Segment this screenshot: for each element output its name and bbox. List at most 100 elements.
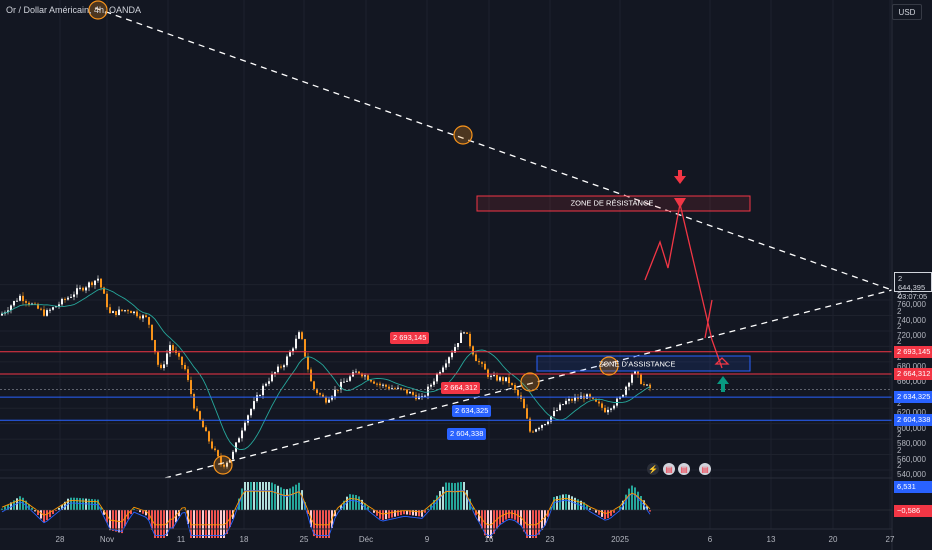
candle-body [646, 384, 648, 386]
currency-button[interactable]: USD [892, 4, 922, 20]
candle-body [223, 464, 225, 467]
candle-body [154, 339, 156, 353]
candle-body [457, 342, 459, 348]
oscillator-bar [445, 482, 447, 510]
oscillator-bar [646, 506, 648, 510]
candle-body [544, 424, 546, 426]
oscillator-bar [355, 495, 357, 510]
candle-body [634, 371, 636, 375]
candle-body [196, 408, 198, 412]
candle-body [130, 310, 132, 314]
candle-body [499, 377, 501, 381]
oscillator-bar [526, 510, 528, 538]
candle-body [565, 400, 567, 405]
candle-body [187, 369, 189, 381]
candle-body [535, 429, 537, 432]
oscillator-bar [103, 510, 105, 515]
candle-body [466, 332, 468, 334]
oscillator-bar [463, 482, 465, 510]
symbol-title[interactable]: Or / Dollar Américain, 4h, OANDA [6, 5, 142, 15]
oscillator-bar [547, 510, 549, 517]
candle-body [433, 381, 435, 385]
candle-body [208, 431, 210, 442]
oscillator-bar [517, 510, 519, 523]
candle-body [43, 309, 45, 316]
oscillator-bar [223, 510, 225, 538]
candle-body [310, 369, 312, 382]
candle-body [364, 375, 366, 377]
oscillator-bar [211, 510, 213, 538]
candle-body [37, 303, 39, 309]
candle-body [46, 310, 48, 316]
candle-body [289, 351, 291, 357]
oscillator-bar [388, 510, 390, 519]
oscillator-bar [430, 504, 432, 510]
oscillator-bar [535, 510, 537, 538]
oscillator-bar [472, 507, 474, 510]
us-flag-event-icon[interactable]: ▤ [699, 463, 711, 475]
candle-body [199, 411, 201, 420]
oscillator-bar [82, 498, 84, 510]
candle-body [109, 307, 111, 313]
lightning-event-icon[interactable]: ⚡ [647, 463, 659, 475]
candle-body [100, 278, 102, 288]
oscillator-bar [364, 503, 366, 510]
candle-body [481, 362, 483, 364]
oscillator-bar [208, 510, 210, 538]
candle-body [205, 427, 207, 432]
candle-body [613, 405, 615, 409]
candle-body [67, 297, 69, 300]
candle-body [640, 374, 642, 385]
candle-body [238, 438, 240, 443]
moving-average-line [1, 288, 651, 450]
oscillator-bar [307, 510, 309, 514]
us-flag-event-icon[interactable]: ▤ [663, 463, 675, 475]
candle-body [277, 366, 279, 373]
candle-body [325, 397, 327, 403]
candle-body [334, 389, 336, 397]
oscillator-bar [235, 508, 237, 510]
oscillator-bar [529, 510, 531, 538]
candle-body [79, 287, 81, 289]
oscillator-bar [214, 510, 216, 538]
us-flag-event-icon[interactable]: ▤ [678, 463, 690, 475]
oscillator-bar [202, 510, 204, 538]
oscillator-bar [349, 494, 351, 510]
pivot-circle [599, 356, 619, 376]
candle-body [76, 288, 78, 295]
time-tick: 20 [828, 535, 838, 544]
oscillator-bar [220, 510, 222, 538]
candle-body [136, 311, 138, 317]
candle-body [52, 307, 54, 310]
candle-body [97, 278, 99, 281]
candle-body [430, 384, 432, 387]
oscillator-bar [511, 510, 513, 519]
oscillator-bar [280, 487, 282, 510]
oscillator-bar [49, 510, 51, 518]
candle-body [463, 332, 465, 334]
candle-body [424, 395, 426, 397]
level-axis-tag: 2 634,325 [894, 391, 932, 404]
oscillator-bar [196, 510, 198, 538]
candle-body [322, 394, 324, 398]
candle-body [526, 408, 528, 419]
oscillator-bar [79, 498, 81, 510]
oscillator-bar [373, 510, 375, 513]
candle-body [406, 389, 408, 394]
oscillator-bar [58, 507, 60, 510]
candle-body [1, 313, 3, 316]
oscillator-bar [184, 509, 186, 510]
oscillator-bar [421, 510, 423, 517]
candle-body [346, 380, 348, 382]
oscillator-bar [565, 494, 567, 510]
oscillator-bar [334, 510, 336, 517]
oscillator-bar [475, 510, 477, 516]
oscillator-bar [466, 490, 468, 510]
candle-body [259, 395, 261, 397]
candle-body [40, 308, 42, 310]
candle-body [643, 384, 645, 386]
oscillator-bar [403, 510, 405, 515]
candle-body [487, 369, 489, 377]
oscillator-bar [265, 482, 267, 510]
